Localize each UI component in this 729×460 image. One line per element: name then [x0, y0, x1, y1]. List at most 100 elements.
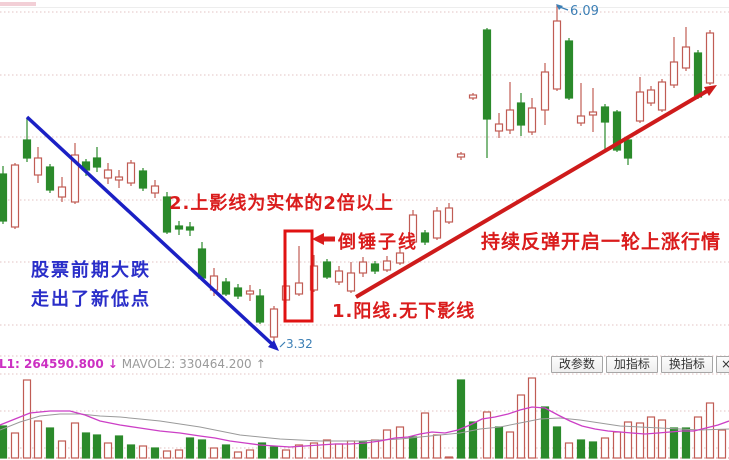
volume-bar: [482, 411, 492, 459]
candle: [233, 287, 243, 297]
candle: [103, 169, 113, 179]
switch-indicator-button[interactable]: 换指标: [660, 356, 713, 373]
candle: [494, 123, 504, 132]
volume-bar: [10, 432, 20, 459]
mavol2-line: [0, 413, 729, 442]
volume-bar: [635, 422, 645, 459]
candle: [10, 164, 20, 228]
volume-bar: [468, 421, 478, 459]
uptrend-arrow-line: [354, 89, 709, 299]
volume-bar: [233, 451, 243, 459]
candle: [150, 185, 160, 194]
change-params-button[interactable]: 改参数: [550, 356, 603, 373]
candle: [0, 173, 8, 222]
volume-bar: [92, 434, 102, 459]
uptrend-annotation: 持续反弹开启一轮上涨行情: [481, 231, 722, 253]
volume-bar: [540, 406, 550, 459]
candle: [600, 106, 610, 123]
candle: [185, 226, 195, 231]
candle: [33, 157, 43, 176]
high-price-label: 6.09: [570, 4, 599, 19]
volume-bar: [646, 416, 656, 459]
volume-bar: [33, 420, 43, 459]
mavol2-up-arrow-icon: ↑: [255, 357, 266, 371]
volume-bar: [358, 441, 368, 459]
volume-bar: [70, 422, 80, 459]
candle: [468, 94, 478, 99]
candle: [255, 295, 265, 323]
volume-bar: [257, 442, 267, 459]
volume-bar: [612, 431, 622, 459]
downtrend-arrowhead-icon: [268, 340, 279, 351]
mavol2-value: MAVOL2: 330464.200: [121, 357, 252, 371]
volume-bar: [245, 449, 255, 459]
downtrend-annotation-line2: 走出了新低点: [31, 289, 151, 310]
indicator-buttons: 改参数 加指标 换指标 ×: [550, 356, 729, 373]
close-indicator-button[interactable]: ×: [715, 356, 729, 373]
hammer-pointer-arrow-icon: [312, 233, 324, 245]
candle: [516, 102, 526, 126]
candle: [45, 166, 55, 191]
candle: [408, 214, 418, 243]
candle: [382, 260, 392, 271]
volume-bar: [717, 429, 727, 459]
candle: [564, 40, 574, 99]
volume-bar: [693, 416, 703, 459]
candle: [540, 71, 550, 111]
candle: [705, 32, 715, 84]
candle: [552, 20, 562, 90]
volume-bar: [494, 426, 504, 459]
volume-bar: [564, 442, 574, 459]
candle: [70, 154, 80, 203]
volume-bar: [408, 436, 418, 459]
candle: [576, 115, 586, 124]
candle: [669, 61, 679, 86]
candle: [681, 46, 691, 69]
top-artifact: [0, 2, 36, 6]
candle: [126, 162, 136, 184]
volume-bar: [705, 402, 715, 459]
hammer-pointer-arrow-tail: [324, 236, 335, 242]
volume-bar: [505, 431, 515, 459]
volume-bar: [57, 440, 67, 459]
volume-bar: [516, 394, 526, 459]
candle: [612, 111, 622, 151]
volume-bar: [174, 449, 184, 459]
volume-bar: [395, 426, 405, 459]
candle: [693, 52, 703, 98]
candle: [444, 207, 454, 223]
candle: [269, 308, 279, 338]
candle: [22, 139, 32, 159]
volume-bar: [552, 426, 562, 459]
candle: [482, 29, 492, 120]
candle: [162, 196, 172, 233]
candle: [370, 263, 380, 272]
volume-bar: [185, 437, 195, 459]
add-indicator-button[interactable]: 加指标: [605, 356, 658, 373]
volume-bar: [527, 377, 537, 459]
volume-bar: [162, 450, 172, 459]
volume-bar: [0, 425, 8, 459]
upper-shadow-annotation: 2.上影线为实体的2倍以上: [169, 193, 394, 214]
candle: [657, 81, 667, 111]
candle: [114, 176, 124, 181]
volume-bar: [420, 412, 430, 459]
volume-bar: [197, 439, 207, 459]
downtrend-annotation: 股票前期大跌 走出了新低点: [31, 256, 151, 314]
volume-bar: [322, 439, 332, 459]
volume-bar: [209, 447, 219, 459]
volume-bar: [588, 441, 598, 459]
candle: [294, 282, 304, 295]
candle: [456, 153, 466, 158]
vol1-down-arrow-icon: ↓: [107, 357, 118, 371]
volume-bar: [623, 421, 633, 459]
top-hairline: [0, 7, 729, 8]
candle: [420, 232, 430, 243]
volume-bar: [334, 443, 344, 459]
candle: [92, 157, 102, 168]
candle: [221, 281, 231, 295]
candle: [505, 109, 515, 131]
candle: [358, 261, 368, 274]
volume-indicator-bar: L1: 264590.800 ↓ MAVOL2: 330464.200 ↑: [0, 357, 270, 371]
